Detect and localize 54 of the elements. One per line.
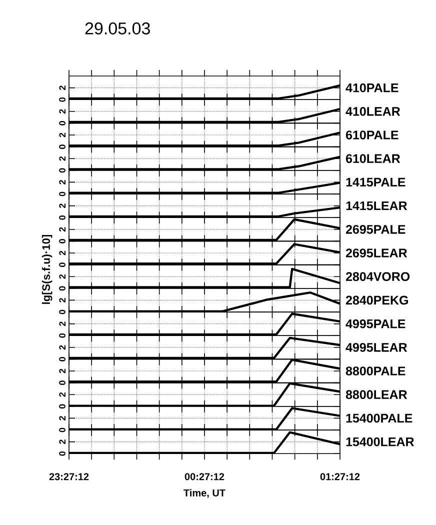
- y-tick-label: 2: [59, 250, 66, 256]
- y-tick-label: 0: [59, 192, 66, 196]
- y-axis-title: lg[S(s.f.u)·10]: [42, 235, 52, 304]
- y-tick-label: 2: [59, 392, 66, 397]
- legend-label: 8800PALE: [346, 366, 406, 376]
- x-tick-label: 01:27:12: [320, 473, 360, 480]
- y-tick-label: 0: [59, 310, 66, 314]
- legend-label: 410PALE: [346, 83, 398, 92]
- legend-label: 8800LEAR: [346, 390, 408, 400]
- legend-label: 4995PALE: [346, 319, 406, 328]
- y-tick-label: 2: [59, 227, 66, 232]
- y-tick-label: 2: [59, 109, 66, 114]
- legend-label: 2695LEAR: [346, 248, 408, 258]
- chart-title: 29.05.03: [85, 22, 150, 34]
- y-tick-label: 2: [59, 298, 66, 302]
- y-tick-label: 0: [59, 262, 66, 267]
- y-tick-label: 0: [59, 168, 66, 173]
- y-tick-label: 0: [59, 286, 66, 291]
- x-tick-label: 00:27:12: [184, 473, 224, 480]
- legend-label: 15400LEAR: [346, 437, 414, 446]
- y-tick-label: 0: [59, 451, 66, 456]
- x-axis-title: Time, UT: [184, 489, 226, 498]
- y-tick-label: 0: [59, 239, 66, 244]
- y-tick-label: 0: [59, 428, 66, 432]
- legend-label: 1415PALE: [346, 178, 406, 187]
- y-tick-label: 2: [59, 345, 66, 350]
- y-tick-label: 0: [59, 333, 66, 338]
- legend-label: 2840PEKG: [346, 296, 408, 305]
- y-tick-label: 2: [59, 156, 66, 161]
- x-tick-label: 23:27:12: [49, 473, 89, 480]
- y-tick-label: 2: [59, 368, 66, 374]
- y-tick-label: 0: [59, 404, 66, 409]
- y-tick-label: 0: [59, 121, 66, 126]
- legend-label: 1415LEAR: [346, 201, 408, 210]
- legend-label: 410LEAR: [346, 106, 400, 116]
- legend-label: 15400PALE: [346, 414, 412, 423]
- legend-label: 4995LEAR: [346, 342, 408, 352]
- y-tick-label: 2: [59, 132, 66, 138]
- y-tick-label: 0: [59, 215, 66, 220]
- y-tick-label: 0: [59, 380, 66, 385]
- y-tick-label: 2: [59, 86, 66, 90]
- y-tick-label: 0: [59, 97, 66, 102]
- y-tick-label: 2: [59, 204, 66, 208]
- y-tick-label: 2: [59, 440, 66, 444]
- y-tick-label: 0: [59, 357, 66, 362]
- legend-label: 610LEAR: [346, 154, 400, 164]
- y-tick-label: 0: [59, 144, 66, 149]
- legend-label: 610PALE: [346, 130, 398, 140]
- y-tick-label: 2: [59, 180, 66, 184]
- legend-label: 2695PALE: [346, 224, 406, 234]
- legend-label: 2804VORO: [346, 272, 410, 282]
- y-tick-label: 2: [59, 416, 66, 420]
- y-tick-label: 2: [59, 274, 66, 279]
- y-tick-label: 2: [59, 322, 66, 326]
